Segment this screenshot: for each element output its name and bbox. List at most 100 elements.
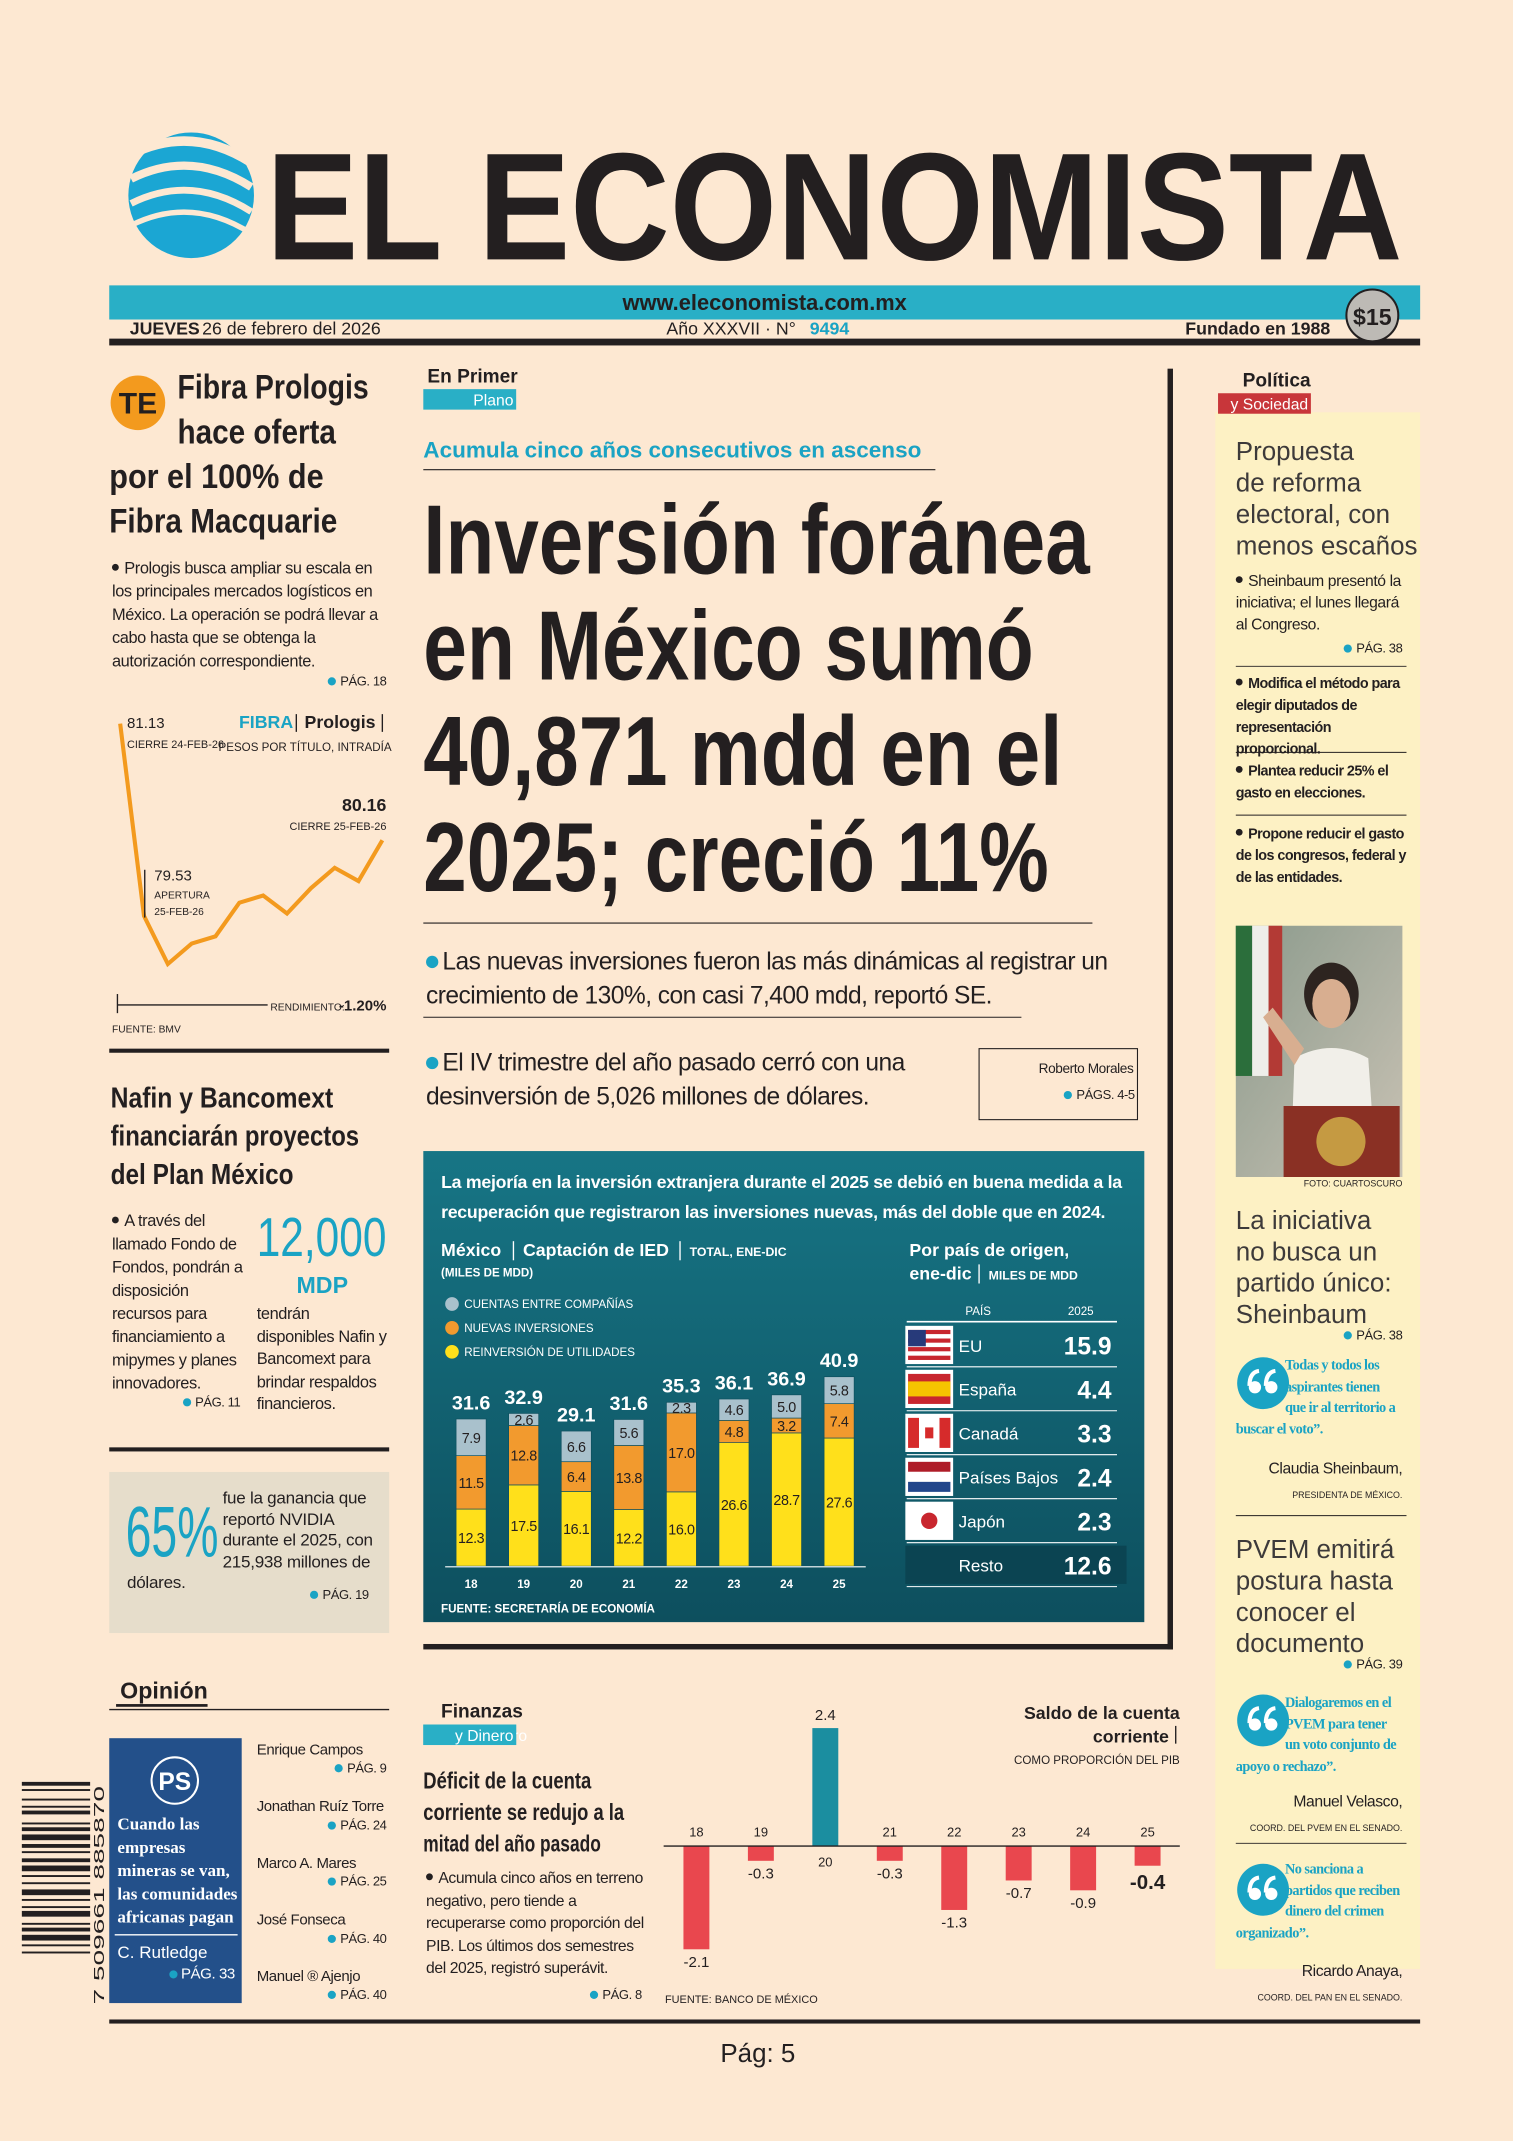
barcode-bar [21, 1810, 91, 1815]
bar-segment [560, 1491, 592, 1567]
quote-icon [1237, 1357, 1290, 1410]
chart-subtitle: COMO PROPORCIÓN DEL PIB [1014, 1754, 1180, 1767]
row-bg [905, 1545, 1127, 1584]
bar-segment [771, 1394, 802, 1419]
bar-segment [455, 1455, 487, 1510]
page-number: Pág: 5 [720, 2040, 795, 2068]
value-label: 80.16 [342, 795, 387, 815]
chart-title: corriente [1093, 1726, 1169, 1746]
bar-segment [508, 1413, 540, 1426]
country: Resto [959, 1557, 1004, 1576]
quote-mark [1247, 1875, 1276, 1893]
masthead-url: www.eleconomista.com.mx [622, 290, 907, 315]
byline-box [978, 1048, 1139, 1121]
total-label: 32.9 [504, 1387, 543, 1409]
chart-title: Captación de IED [523, 1240, 669, 1260]
bar [747, 1846, 774, 1861]
logo-globe [128, 132, 254, 259]
barcode-bar [21, 1851, 91, 1854]
headline: mitad del año pasado [423, 1831, 601, 1857]
annotation: APERTURA 25-FEB-26 [154, 888, 210, 918]
page-ref: PÁG. 40 [328, 1931, 387, 1946]
value-label: -2.1 [683, 1954, 709, 1971]
price-line [118, 723, 385, 968]
headline: por el 100% de [109, 458, 323, 496]
bar-segment [455, 1508, 487, 1567]
chart-title: Prologis [305, 712, 376, 732]
barcode-bar [21, 1882, 91, 1885]
barcode-bar [21, 1834, 91, 1841]
speaker-role: COORD. DEL PAN EN EL SENADO. [1257, 1992, 1402, 2002]
badge-text: TE [119, 388, 157, 421]
category-label: 20 [570, 1578, 583, 1591]
headline: Déficit de la cuenta [423, 1768, 592, 1794]
bar-segment [613, 1445, 645, 1510]
segment-label: 2.3 [672, 1401, 691, 1417]
photo-flag [1235, 925, 1253, 1076]
page-ref: PÁG. 33 [169, 1966, 235, 1982]
quote-icon [1237, 1694, 1290, 1747]
category-label: 23 [728, 1578, 741, 1591]
category-label: 22 [675, 1578, 688, 1591]
segment-label: 11.5 [459, 1476, 485, 1492]
speaker: Manuel Velasco, [1293, 1793, 1402, 1810]
headline: corriente se redujo a la [423, 1799, 625, 1825]
value-label: -0.3 [877, 1866, 903, 1883]
price-badge [1345, 288, 1400, 343]
segment-label: 12.2 [616, 1531, 643, 1547]
table-header: 2025 [1068, 1305, 1094, 1318]
barcode-bar [21, 1805, 91, 1808]
source: FUENTE: BANCO DE MÉXICO [665, 1993, 818, 2006]
body-text: Prologis busca ampliar su escala en los … [112, 557, 388, 673]
value-label: 79.53 [154, 868, 192, 885]
flag-stripe [908, 1338, 951, 1343]
segment-label: 6.6 [567, 1440, 586, 1456]
left-rule [109, 1048, 390, 1053]
bar [1070, 1846, 1097, 1891]
barcode-digits: 7 509661 885870 [91, 1786, 108, 2004]
category-label: 25 [1140, 1825, 1154, 1840]
chart-title: México [441, 1240, 501, 1260]
barcode-bar [21, 1934, 91, 1941]
quote-text: Todas y todos los aspirantes tienen que … [1236, 1356, 1403, 1441]
quote-mark [1247, 1368, 1276, 1386]
main-headline: 2025; creció 11% [423, 802, 1048, 912]
category-label: 25 [833, 1578, 846, 1591]
speaker-role: PRESIDENTA DE MÉXICO. [1292, 1490, 1402, 1500]
segment-label: 26.6 [721, 1498, 748, 1514]
section-label: En Primer [427, 366, 518, 387]
country: Japón [959, 1513, 1005, 1532]
quote-text: Dialogaremos en el PVEM para tener un vo… [1235, 1695, 1397, 1775]
kicker: Acumula cinco años consecutivos en ascen… [423, 437, 921, 462]
point-text: Modifica el método para elegir diputados… [1236, 673, 1407, 760]
segment-label: 5.8 [830, 1384, 849, 1400]
barcode-bar [21, 1910, 91, 1917]
barcode-bar [21, 1865, 91, 1872]
page-ref: PÁG. 38 [1344, 1329, 1403, 1344]
main-headline: 40,871 mdd en el [423, 696, 1062, 806]
headline: documento [1236, 1630, 1364, 1658]
photo-face [1312, 979, 1351, 1029]
segment-label: 7.9 [462, 1431, 481, 1447]
page-ref: PÁGS. 4-5 [1064, 1088, 1135, 1103]
flag [908, 1481, 951, 1492]
flag-stripe [908, 1351, 951, 1356]
segment-label: 27.6 [826, 1496, 853, 1512]
page-ref: PÁG. 39 [1344, 1658, 1403, 1673]
flag-stripe [908, 1334, 951, 1339]
body-text: A través del llamado Fondo de Fondos, po… [112, 1210, 246, 1396]
segment-label: 6.4 [567, 1470, 586, 1486]
segment-label: 7.4 [830, 1414, 849, 1430]
segment-label: 4.8 [725, 1425, 744, 1441]
flag [939, 1417, 951, 1448]
speaker: Ricardo Anaya, [1302, 1963, 1403, 1980]
title-underline [116, 1704, 208, 1707]
chart-title: Saldo de la cuenta [1024, 1703, 1180, 1723]
logo-wave [129, 161, 254, 191]
bar [812, 1728, 839, 1847]
segment-label: 5.0 [777, 1400, 796, 1416]
table-header: PAÍS [965, 1305, 991, 1318]
quote-text: Todas y todos los aspirantes tienen que … [1235, 1358, 1396, 1438]
bar-segment [560, 1461, 592, 1492]
legend-swatch [445, 1321, 459, 1335]
